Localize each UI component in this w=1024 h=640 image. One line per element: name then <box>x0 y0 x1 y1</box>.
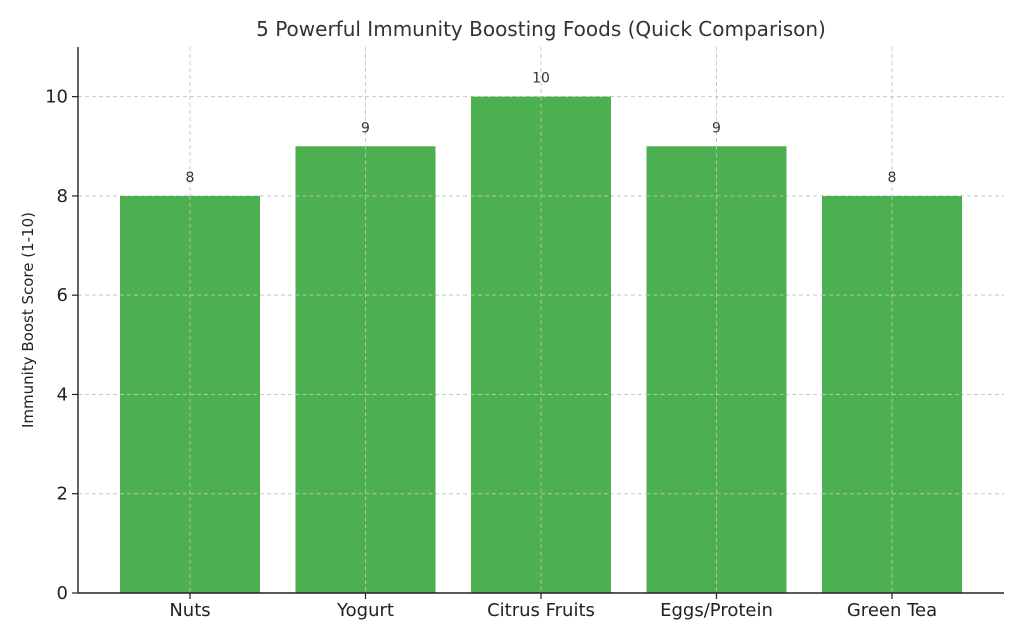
x-tick-label: Citrus Fruits <box>487 600 595 621</box>
y-tick-label: 6 <box>57 285 68 306</box>
x-tick-label: Green Tea <box>847 600 937 621</box>
x-tick-label: Eggs/Protein <box>660 600 773 621</box>
x-tick-label: Nuts <box>169 600 210 621</box>
y-tick-label: 4 <box>57 384 68 405</box>
data-label: 10 <box>532 71 550 87</box>
y-tick-label: 0 <box>57 583 68 604</box>
y-tick-label: 8 <box>57 186 68 207</box>
data-label: 8 <box>888 170 897 186</box>
plot-area: 8 9 10 9 8 0 2 4 6 8 10 Nuts Yogurt Citrus Fruits Eggs… <box>45 47 1004 621</box>
data-label: 8 <box>186 170 195 186</box>
y-tick-label: 10 <box>45 87 68 108</box>
y-axis-label: Immunity Boost Score (1-10) <box>19 212 37 428</box>
data-label: 9 <box>361 120 370 136</box>
y-tick-label: 2 <box>57 484 68 505</box>
chart-title: 5 Powerful Immunity Boosting Foods (Quic… <box>256 17 826 41</box>
x-tick-label: Yogurt <box>336 600 394 621</box>
data-label: 9 <box>712 120 721 136</box>
